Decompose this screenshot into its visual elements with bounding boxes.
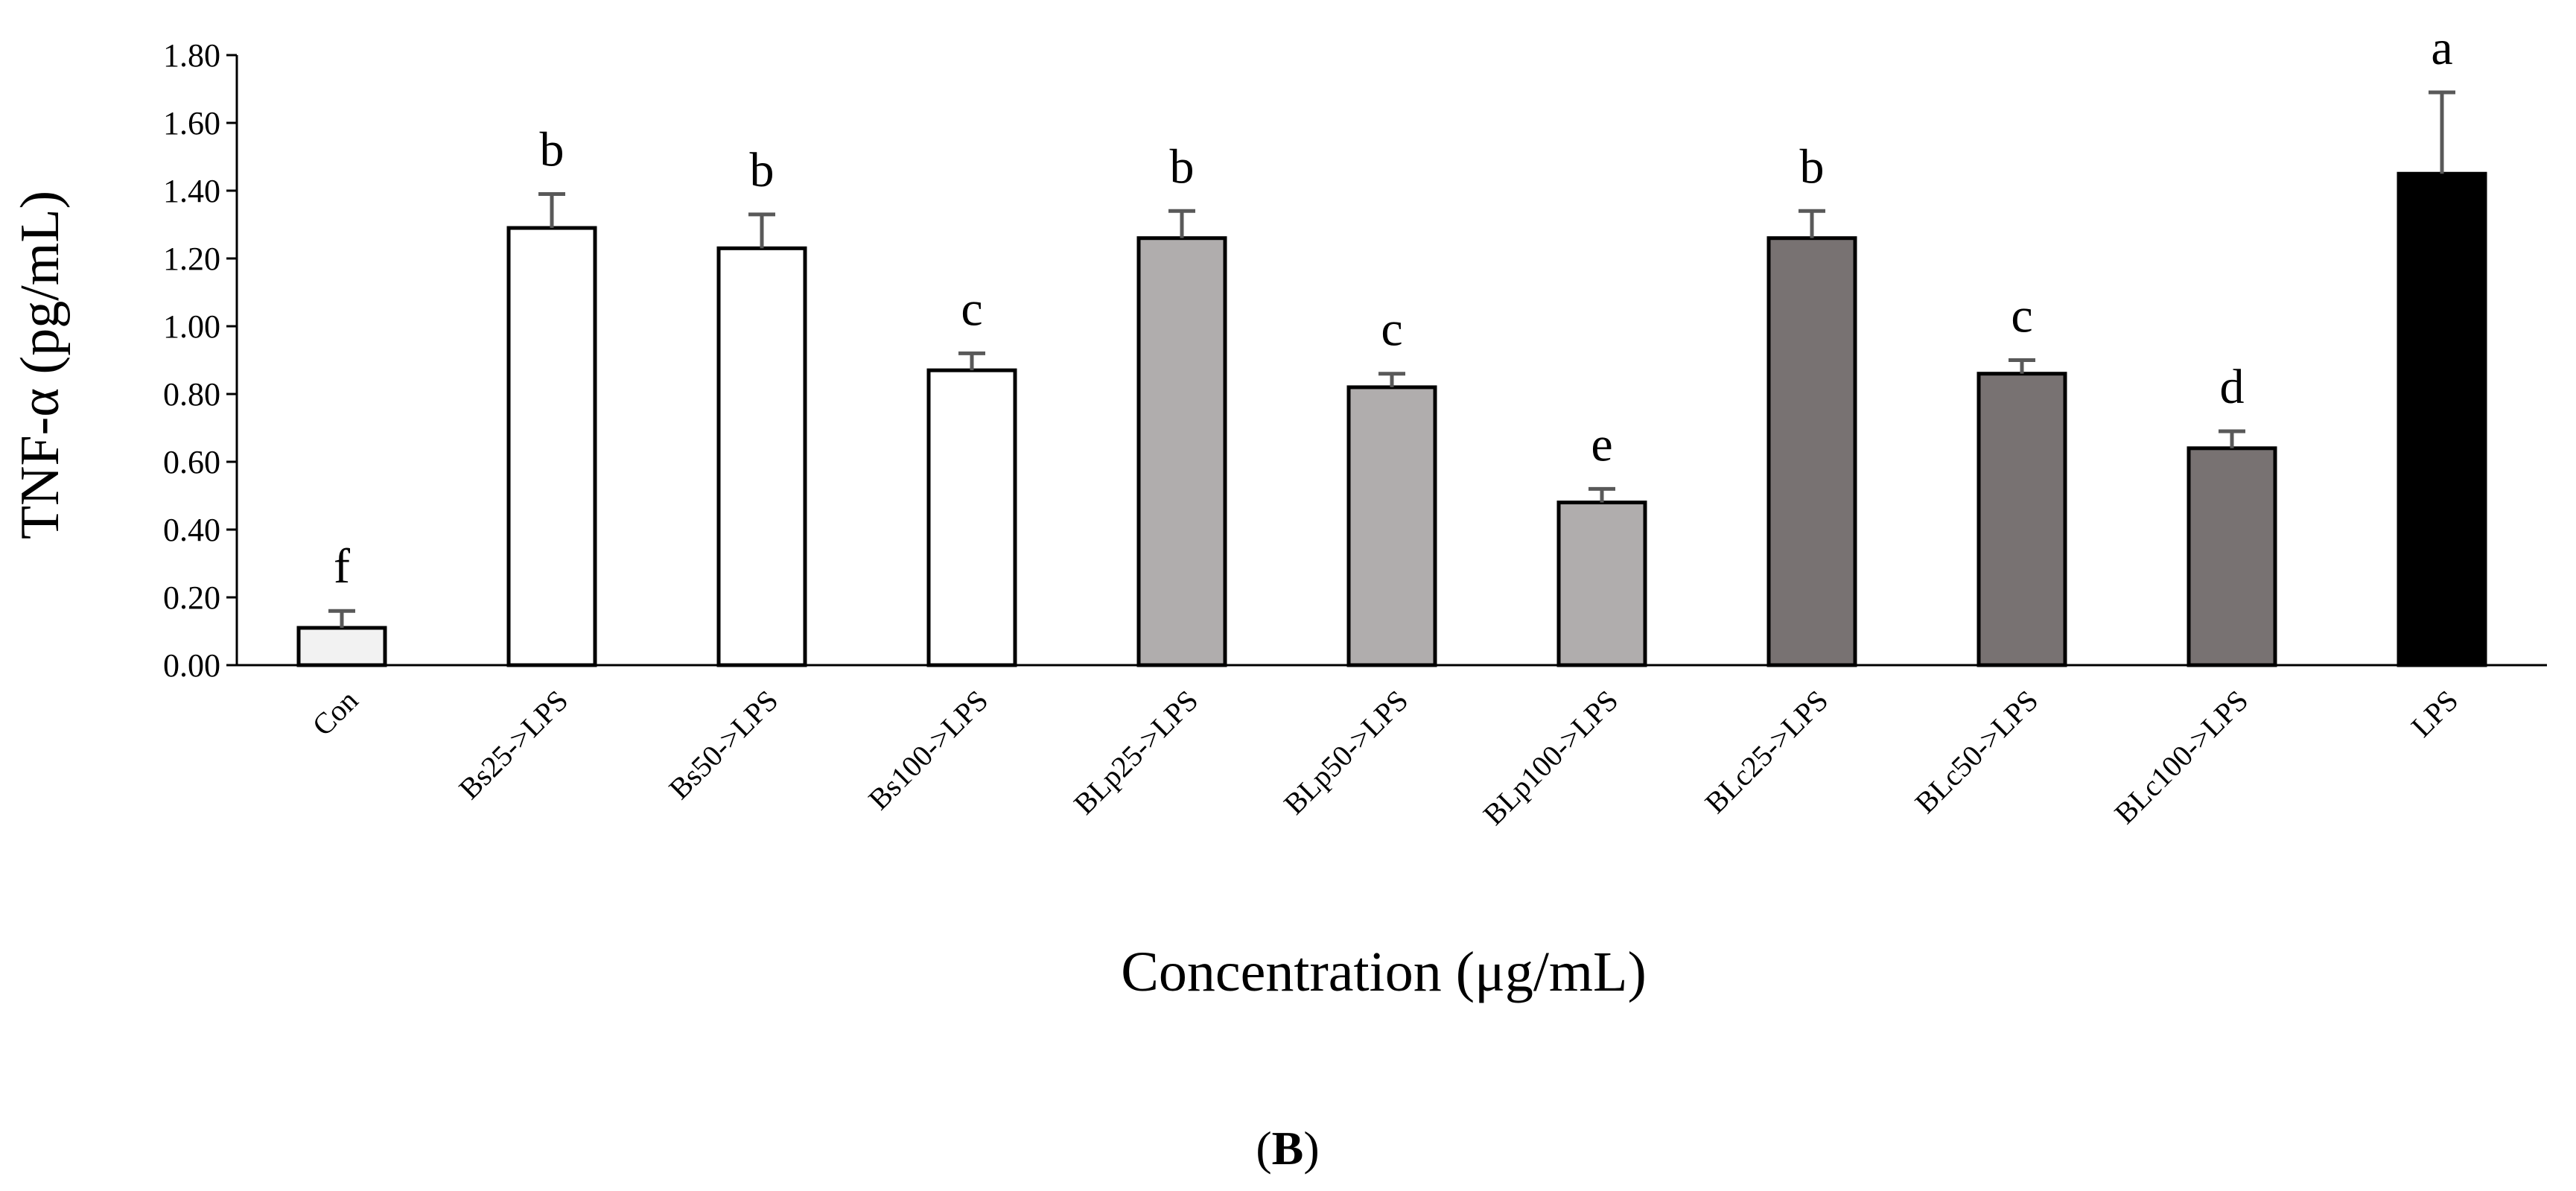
- x-category-label: LPS: [2405, 684, 2465, 744]
- y-tick-label: 1.60: [163, 105, 220, 142]
- bar: [926, 368, 1017, 667]
- y-axis-ticks: 0.00 0.20 0.40 0.60 0.80 1.00 1.20 1.40 1.60 1.80: [163, 37, 237, 684]
- x-category-label: Bs25->LPS: [452, 684, 574, 806]
- y-tick-label: 0.40: [163, 512, 220, 548]
- y-tick-label: 1.40: [163, 173, 220, 209]
- x-category-labels: Con Bs25->LPS Bs50->LPS Bs100->LPS BLp25->LP…: [305, 684, 2464, 832]
- x-category-label: Con: [305, 684, 364, 743]
- significance-letters: f b b c b c e b c d a: [334, 21, 2453, 594]
- panel-label-close: ): [1303, 1122, 1319, 1175]
- panel-label: (B): [1256, 1122, 1319, 1175]
- bar: [716, 246, 807, 667]
- y-tick-label: 0.20: [163, 579, 220, 616]
- x-category-label: BLc100->LPS: [2108, 684, 2254, 830]
- y-tick-label: 1.80: [163, 37, 220, 74]
- significance-letter: e: [1591, 417, 1612, 471]
- significance-letter: a: [2431, 21, 2452, 75]
- bar: [1766, 236, 1857, 667]
- bar: [506, 226, 597, 667]
- significance-letter: f: [334, 539, 350, 594]
- significance-letter: b: [540, 123, 565, 177]
- panel-label-open: (: [1256, 1122, 1271, 1175]
- panel-label-letter: B: [1272, 1122, 1304, 1175]
- bar: [2397, 171, 2487, 667]
- bar: [1136, 236, 1227, 667]
- bars: [296, 171, 2487, 667]
- bar: [1976, 372, 2067, 667]
- x-category-label: BLp25->LPS: [1067, 684, 1204, 821]
- significance-letter: c: [961, 282, 982, 336]
- significance-letter: d: [2220, 360, 2245, 414]
- y-tick-label: 0.60: [163, 444, 220, 480]
- significance-letter: c: [1381, 302, 1402, 357]
- y-tick-label: 0.00: [163, 647, 220, 684]
- y-tick-label: 0.80: [163, 376, 220, 413]
- x-category-label: BLc50->LPS: [1908, 684, 2044, 820]
- x-category-label: BLc25->LPS: [1698, 684, 1834, 820]
- x-category-label: Bs50->LPS: [662, 684, 784, 806]
- y-tick-label: 1.20: [163, 241, 220, 277]
- bar: [2187, 446, 2277, 667]
- bar: [1556, 501, 1647, 667]
- y-tick-label: 1.00: [163, 308, 220, 345]
- bar: [1346, 385, 1437, 667]
- significance-letter: b: [1800, 139, 1825, 194]
- x-axis-label: Concentration (μg/mL): [1121, 941, 1647, 1003]
- bar: [296, 626, 387, 667]
- significance-letter: c: [2011, 289, 2032, 343]
- error-bars: [328, 90, 2455, 628]
- y-axis-label: TNF-α (pg/mL): [10, 191, 71, 539]
- x-category-label: BLp100->LPS: [1477, 684, 1625, 832]
- significance-letter: b: [750, 143, 775, 197]
- x-category-label: BLp50->LPS: [1277, 684, 1414, 821]
- significance-letter: b: [1170, 139, 1195, 194]
- x-category-label: Bs100->LPS: [862, 684, 994, 816]
